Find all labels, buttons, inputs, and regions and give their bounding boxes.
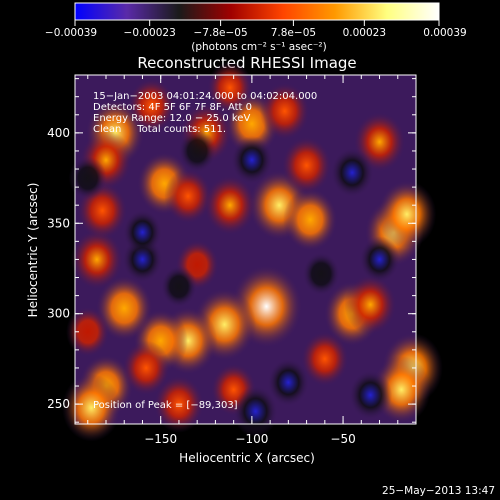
colorbar-unit-label: (photons cm⁻² s⁻¹ asec⁻²): [191, 41, 326, 53]
emission-blob: [127, 78, 176, 134]
emission-blob: [283, 188, 338, 251]
timestamp: 25−May−2013 13:47: [382, 485, 495, 497]
x-axis-label: Heliocentric X (arcsec): [179, 451, 315, 465]
info-annotations: 15−Jan−2003 04:01:24.000 to 04:02:04.000…: [93, 91, 317, 135]
colorbar-tick-label: 0.00023: [343, 27, 386, 39]
emission-blob: [203, 175, 257, 236]
y-tick-label: 400: [47, 126, 70, 140]
emission-blob: [70, 229, 123, 290]
negative-blob: [178, 129, 217, 173]
negative-blob: [359, 236, 400, 283]
emission-blob: [122, 340, 171, 396]
plot-frame: [74, 74, 417, 425]
x-tick-label: −100: [235, 432, 268, 446]
colorbar-tick-label: −0.00039: [45, 27, 97, 39]
annotation-detectors: Detectors: 4F 5F 6F 7F 8F, Att 0: [93, 102, 252, 113]
emission-blob: [377, 180, 437, 249]
negative-blob: [302, 252, 341, 296]
peak-position-label: Position of Peak = [−89,303]: [93, 400, 238, 411]
plot-area: −150 −100 −50 250 300 350 400: [47, 61, 443, 446]
emission-blob: [300, 331, 349, 387]
y-axis-ticks: 250 300 350 400: [47, 78, 416, 423]
negative-blob: [68, 156, 107, 200]
colorbar-tick-label: 7.8e−05: [271, 27, 316, 39]
negative-blob: [267, 358, 310, 407]
emission-blob: [259, 82, 310, 140]
x-axis-ticks: −150 −100 −50: [87, 75, 417, 446]
annotation-time-range: 15−Jan−2003 04:01:24.000 to 04:02:04.000: [93, 91, 317, 102]
negative-blob: [233, 385, 278, 438]
colorbar-strip: [74, 2, 440, 21]
y-tick-label: 300: [47, 307, 70, 321]
chart-title: Reconstructed RHESSI Image: [137, 54, 356, 72]
y-axis-label: Heliocentric Y (arcsec): [26, 183, 40, 318]
colorbar-tick-label: −0.00023: [124, 27, 176, 39]
emission-blob: [66, 306, 110, 357]
colorbar-tick-label: 0.00039: [423, 27, 466, 39]
colorbar-tick-label: −7.8e−05: [194, 27, 248, 39]
annotation-clean-counts: Clean Total counts: 511.: [93, 124, 226, 135]
colorbar: −0.00039 −0.00023 −7.8e−05 7.8e−05 0.00023 0.…: [45, 2, 467, 53]
heatmap-image: [62, 61, 443, 442]
negative-blob: [160, 265, 198, 308]
x-tick-label: −150: [144, 432, 177, 446]
y-tick-label: 250: [47, 397, 70, 411]
x-tick-label: −50: [330, 432, 355, 446]
emission-blob: [62, 373, 121, 442]
emission-blob: [344, 274, 397, 335]
emission-blob: [153, 375, 204, 433]
colorbar-ticks: −0.00039 −0.00023 −7.8e−05 7.8e−05 0.00023 0.…: [45, 20, 467, 39]
negative-blob: [230, 135, 273, 185]
negative-blob: [330, 147, 374, 198]
y-tick-label: 350: [47, 216, 70, 230]
negative-blob: [348, 370, 393, 421]
emission-blob: [164, 168, 212, 224]
emission-blob: [281, 136, 332, 195]
negative-blob: [122, 209, 163, 255]
annotation-energy-range: Energy Range: 12.0 − 25.0 keV: [93, 113, 250, 124]
emission-blob: [95, 275, 153, 341]
